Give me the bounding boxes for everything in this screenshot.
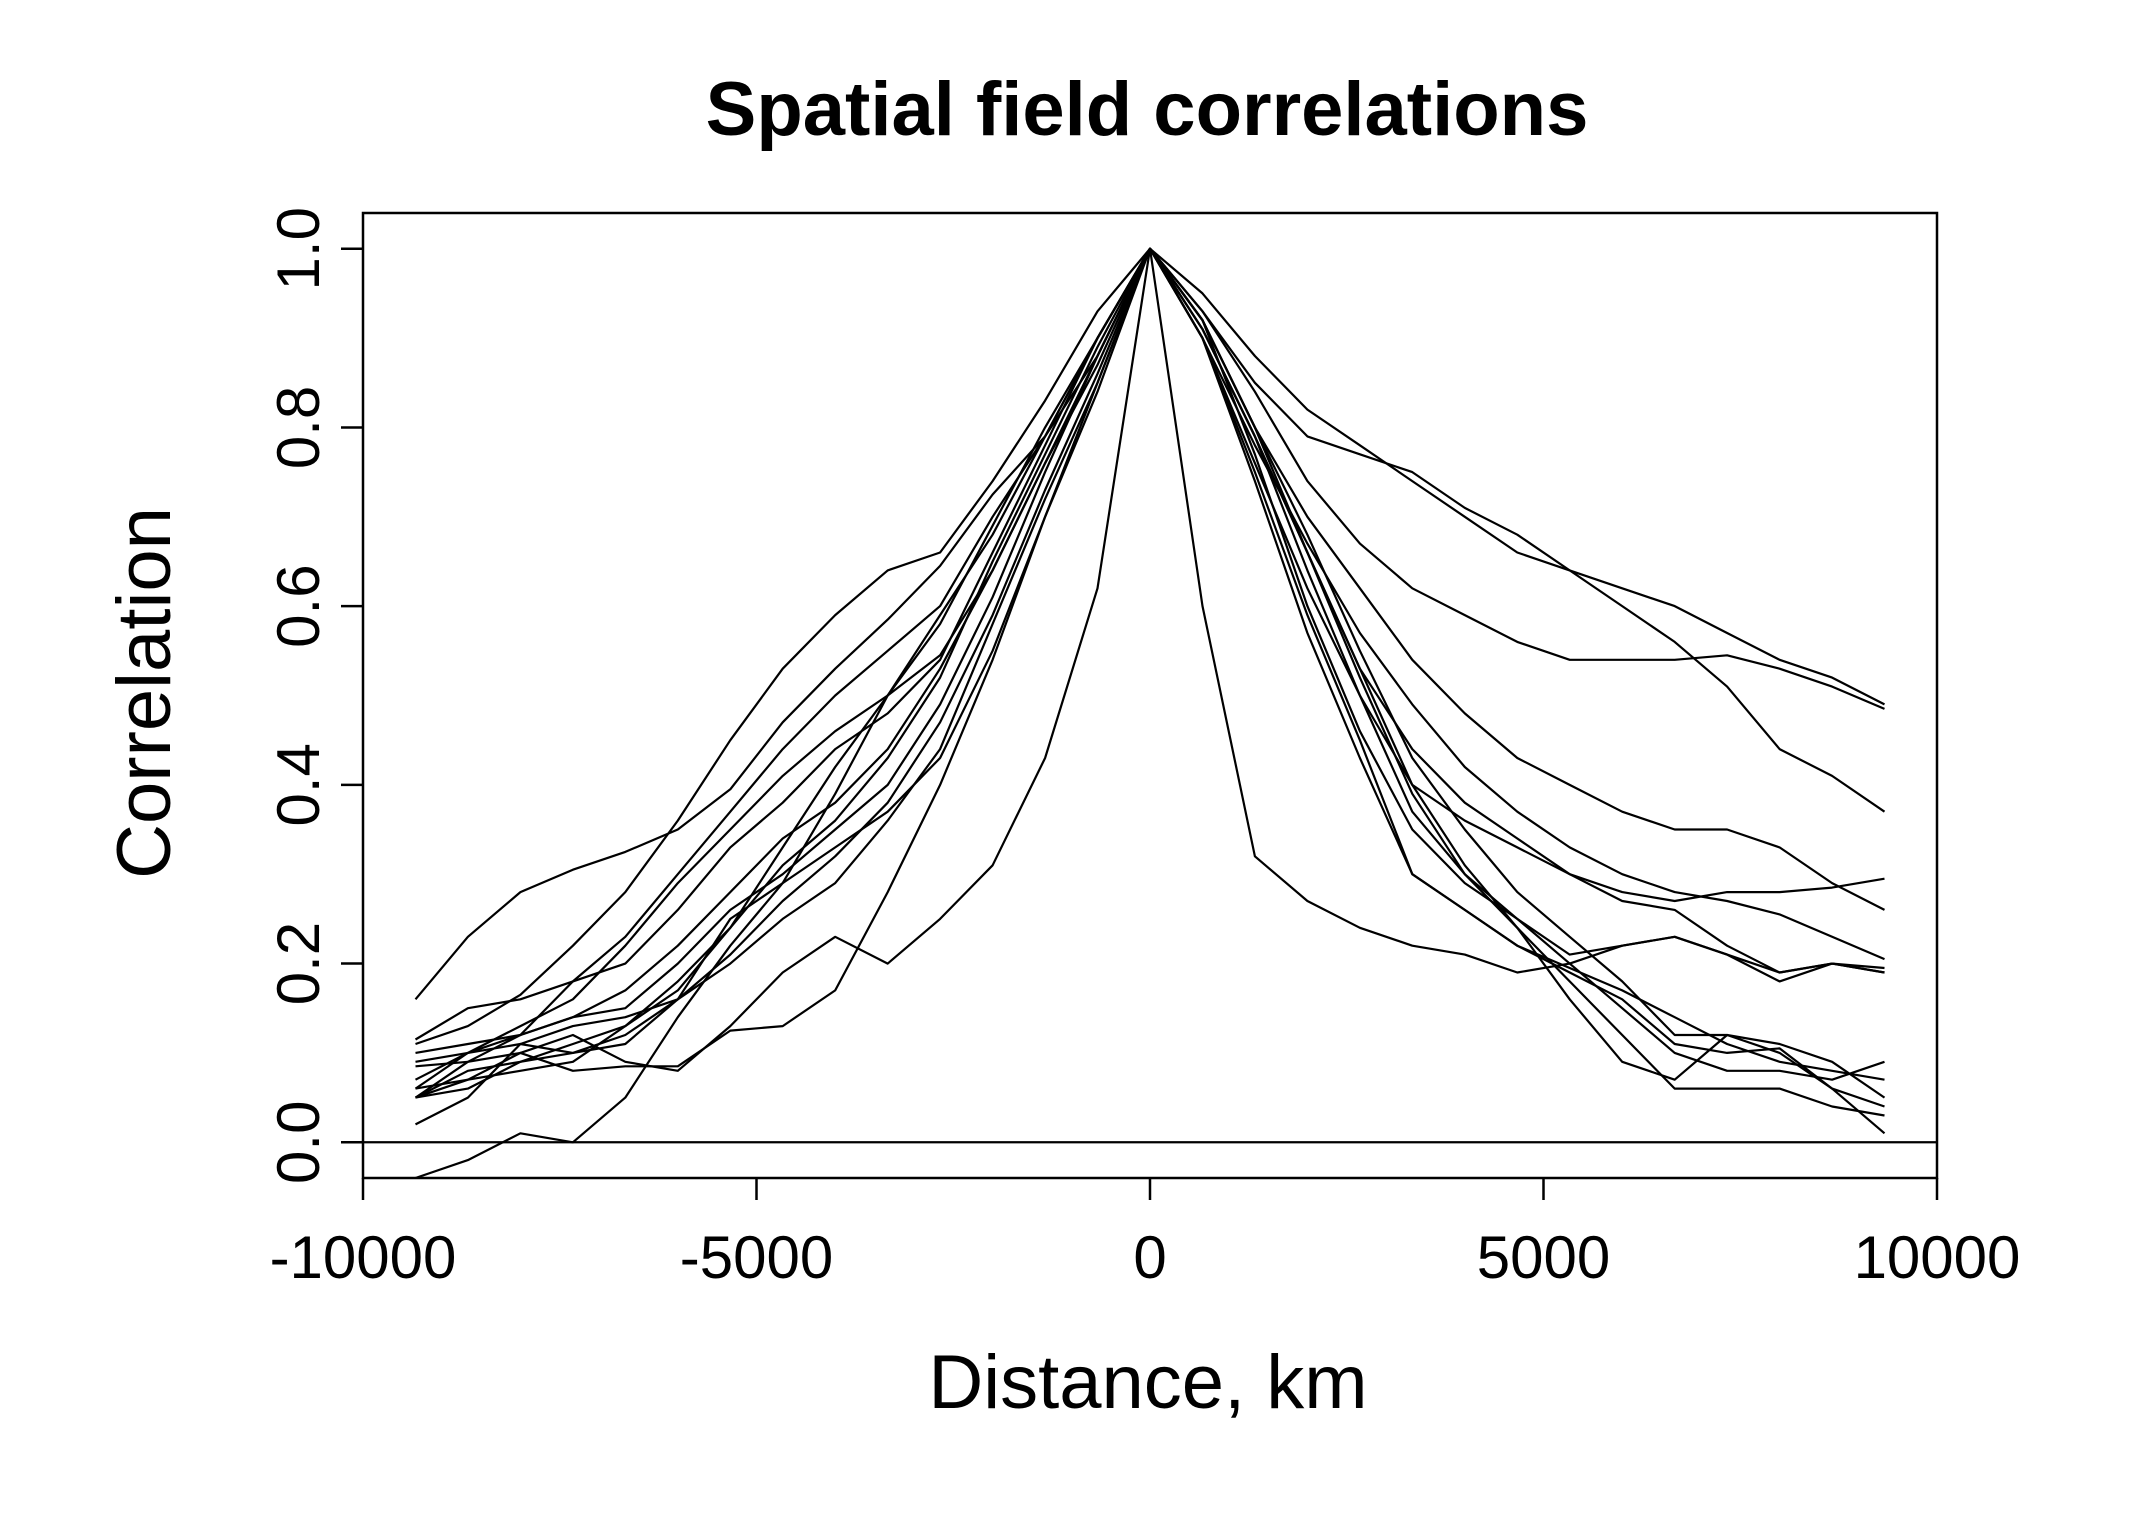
x-axis: -10000 -5000 0 5000 10000 (270, 1178, 2021, 1291)
y-tick-label: 0.8 (265, 386, 332, 469)
plot-frame (361, 211, 1939, 1180)
x-tick-label: 10000 (1854, 1224, 2021, 1291)
series-line (415, 247, 1886, 1180)
y-tick-label: 0.6 (265, 564, 332, 647)
series-line (415, 247, 1885, 1099)
x-tick-label: 0 (1133, 1224, 1166, 1291)
x-tick-label: 5000 (1477, 1224, 1610, 1291)
x-axis-label: Distance, km (928, 1340, 1367, 1425)
series-line (414, 247, 1886, 1099)
y-tick-label: 0.4 (265, 743, 332, 826)
series-line (415, 247, 1885, 1081)
series-line (414, 247, 1885, 1108)
series-line (415, 247, 1885, 1063)
series-lines (414, 247, 1886, 1180)
chart-title: Spatial field correlations (706, 67, 1589, 152)
x-tick-label: -5000 (680, 1224, 833, 1291)
y-tick-label: 0.2 (265, 922, 332, 1005)
y-tick-label: 1.0 (265, 207, 332, 290)
series-line (415, 247, 1885, 1090)
x-tick-label: -10000 (270, 1224, 457, 1291)
y-axis-label: Correlation (102, 507, 187, 879)
series-line (414, 247, 1886, 1001)
series-line (414, 247, 1886, 1099)
series-line (414, 247, 1886, 1081)
y-tick-label: 0.0 (265, 1101, 332, 1184)
series-line (415, 247, 1885, 1099)
y-axis: 0.0 0.2 0.4 0.6 0.8 1.0 (265, 207, 363, 1184)
series-line (414, 247, 1885, 1126)
series-line (414, 247, 1885, 1041)
